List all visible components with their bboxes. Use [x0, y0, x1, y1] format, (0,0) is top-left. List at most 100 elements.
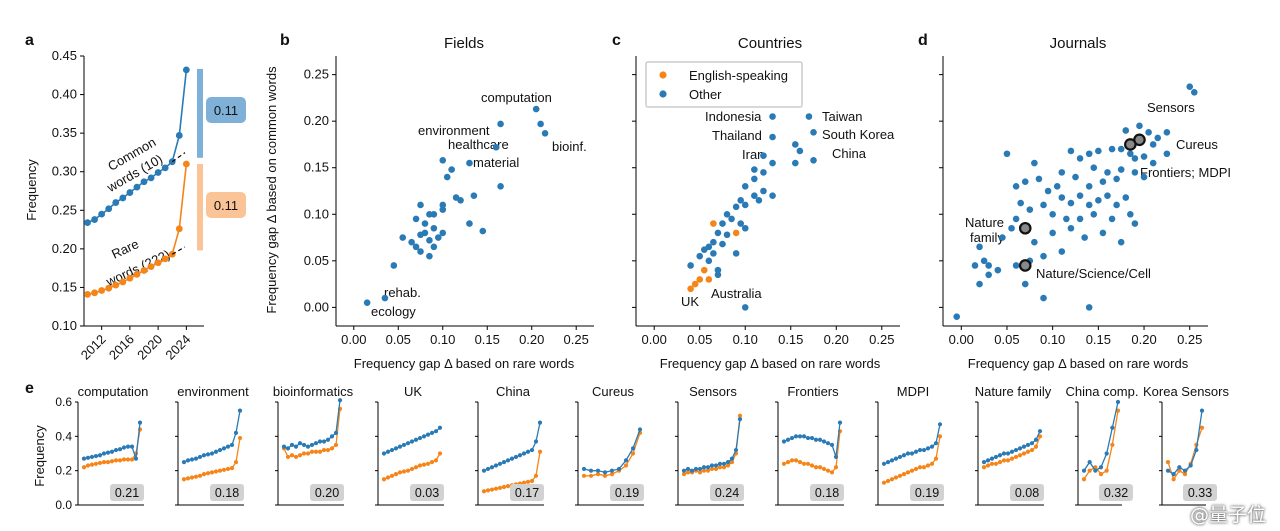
- scatter-point: [1163, 150, 1171, 158]
- scatter-point: [1140, 173, 1148, 181]
- scatter-point: [417, 231, 424, 239]
- data-point: [897, 454, 903, 460]
- annotation-south-korea: South Korea: [822, 127, 895, 142]
- annotation-nature: Nature: [965, 215, 1004, 230]
- data-point: [913, 449, 919, 454]
- data-point: [513, 454, 519, 460]
- data-point: [623, 458, 629, 463]
- data-point: [1171, 477, 1176, 482]
- data-point: [481, 489, 487, 494]
- data-point: [701, 465, 707, 470]
- y-tick-label: 0.40: [52, 87, 77, 102]
- scatter-point: [687, 285, 694, 293]
- data-point: [109, 449, 115, 454]
- data-point: [797, 434, 803, 439]
- data-point: [1098, 472, 1104, 477]
- small-multiple-5: Cureus 0.19: [575, 384, 644, 506]
- data-point: [989, 456, 995, 461]
- data-point: [147, 174, 155, 182]
- annotation-healthcare: healthcare: [448, 137, 509, 152]
- scatter-point: [796, 147, 804, 155]
- scatter-point: [426, 237, 433, 244]
- scatter-point: [1076, 192, 1084, 199]
- x-tick-label: 0.15: [475, 332, 500, 347]
- data-point: [989, 461, 995, 466]
- data-point: [609, 468, 615, 473]
- data-point: [147, 263, 155, 270]
- data-point: [925, 463, 931, 468]
- data-point: [1013, 447, 1019, 453]
- panel-a-plot: 0.10 0.15 0.20 0.25 0.30 0.35 0.40 0.45 20122016…: [52, 48, 204, 363]
- annotation-computation: computation: [481, 90, 552, 105]
- data-point: [917, 447, 923, 453]
- data-point: [1182, 472, 1188, 477]
- data-point: [921, 465, 927, 470]
- panel-a-letter: a: [25, 32, 34, 49]
- scatter-point: [1021, 178, 1029, 185]
- data-point: [929, 444, 935, 449]
- data-point: [489, 487, 495, 492]
- scatter-point: [714, 229, 722, 237]
- data-point: [501, 459, 507, 465]
- x-tick-label: 2012: [78, 332, 109, 363]
- data-point: [813, 465, 819, 470]
- data-point: [725, 463, 731, 468]
- scatter-point: [1117, 238, 1125, 246]
- gap-value: 0.20: [315, 486, 339, 500]
- data-point: [337, 398, 343, 403]
- data-point: [1009, 449, 1015, 454]
- scatter-point: [741, 304, 749, 311]
- scatter-point: [1040, 201, 1047, 209]
- data-point: [493, 463, 499, 468]
- data-point: [321, 439, 327, 444]
- gap-value: 0.03: [415, 486, 439, 500]
- data-point: [833, 465, 839, 470]
- scatter-point: [1131, 155, 1139, 162]
- data-point: [121, 457, 127, 462]
- data-point: [409, 466, 415, 472]
- scatter-point: [687, 262, 694, 269]
- scatter-point: [1099, 178, 1107, 185]
- scatter-point: [1154, 134, 1162, 142]
- data-point: [725, 459, 731, 465]
- data-point: [497, 461, 503, 466]
- scatter-point: [700, 266, 708, 274]
- data-point: [161, 164, 169, 172]
- data-point: [817, 437, 823, 442]
- y-tick-label: 0.25: [52, 202, 77, 217]
- data-point: [129, 444, 135, 449]
- scatter-point: [430, 243, 438, 251]
- data-point: [393, 472, 399, 477]
- legend-marker-english: [659, 71, 667, 79]
- data-point: [389, 447, 395, 453]
- data-point: [197, 454, 203, 460]
- scatter-point: [696, 252, 704, 260]
- y-tick-label: 0.35: [52, 125, 77, 140]
- data-point: [329, 446, 335, 451]
- scatter-point: [985, 271, 992, 279]
- gap-badge: [1010, 484, 1044, 501]
- highlighted-point: [1018, 259, 1032, 272]
- data-point: [905, 451, 911, 456]
- data-point: [1037, 434, 1043, 439]
- panel-d-title: Journals: [1050, 35, 1107, 52]
- scatter-point: [723, 210, 731, 218]
- scatter-point: [751, 166, 758, 173]
- y-tick-label: 0.25: [304, 67, 329, 82]
- x-tick-label: 2024: [162, 332, 193, 363]
- data-point: [981, 465, 987, 470]
- data-point: [689, 468, 695, 473]
- data-point: [119, 194, 127, 202]
- data-point: [140, 178, 148, 186]
- data-point: [321, 447, 327, 453]
- data-point: [1199, 408, 1205, 413]
- data-point: [405, 441, 411, 446]
- scatter-point: [710, 238, 717, 246]
- data-point: [893, 475, 899, 480]
- y-tick-label: 0.15: [304, 160, 329, 175]
- data-point: [616, 466, 622, 472]
- scatter-point: [1099, 229, 1107, 237]
- annotation-frontiers-mdpi: Frontiers; MDPI: [1140, 165, 1231, 180]
- annotation-environment: environment: [418, 123, 490, 138]
- data-point: [401, 469, 407, 474]
